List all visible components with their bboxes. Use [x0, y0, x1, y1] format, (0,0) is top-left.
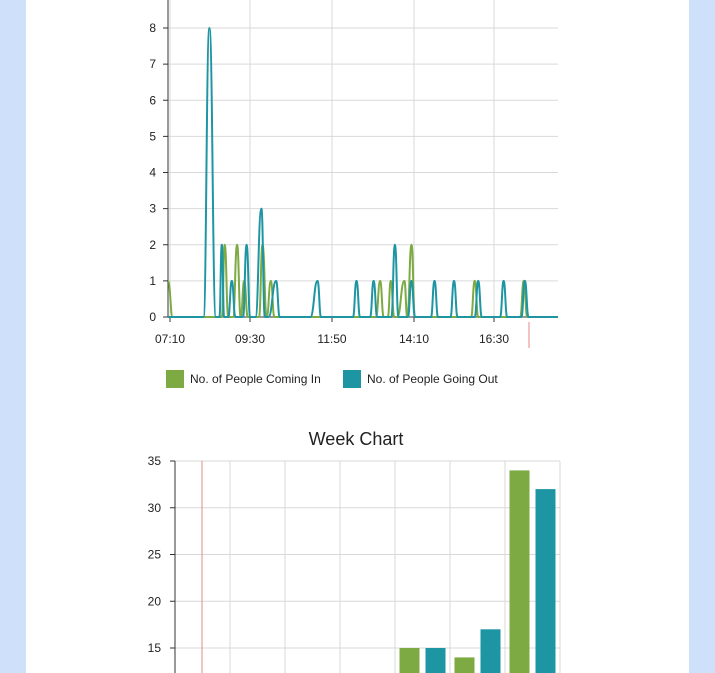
x-tick-label: 07:10 [155, 332, 185, 346]
y-tick-label: 20 [148, 594, 162, 608]
line-chart-y-ticks: 0 1 2 3 4 5 6 7 8 [149, 21, 168, 324]
y-tick-label: 15 [148, 641, 162, 655]
bar-chart-bars [399, 470, 556, 673]
y-tick-label: 6 [149, 93, 156, 107]
y-tick-label: 5 [149, 129, 156, 143]
line-chart-grid [168, 0, 558, 318]
y-tick-label: 25 [148, 548, 162, 562]
legend: No. of People Coming In No. of People Go… [166, 370, 498, 388]
chart-panel [26, 0, 689, 673]
line-chart-series [167, 27, 558, 318]
x-tick-label: 11:50 [317, 332, 346, 346]
y-tick-label: 7 [149, 57, 156, 71]
legend-swatch-coming-in[interactable] [166, 370, 184, 388]
week-bar-chart: Week Chart 15 20 25 30 35 [148, 429, 561, 673]
y-tick-label: 2 [149, 238, 156, 252]
bar-coming-in [399, 648, 420, 673]
y-tick-label: 0 [149, 310, 156, 324]
line-chart-x-ticks: 07:10 09:30 11:50 14:10 16:30 [155, 317, 509, 346]
bar-chart-grid [175, 460, 561, 673]
x-tick-label: 14:10 [399, 332, 429, 346]
y-tick-label: 1 [149, 274, 156, 288]
y-tick-label: 3 [149, 202, 156, 216]
bar-going-out [535, 489, 556, 673]
y-tick-label: 30 [148, 501, 162, 515]
y-tick-label: 4 [149, 166, 156, 180]
y-tick-label: 8 [149, 21, 156, 35]
bar-chart-y-ticks: 15 20 25 30 35 [148, 454, 175, 655]
bar-going-out [480, 629, 501, 673]
legend-swatch-going-out[interactable] [343, 370, 361, 388]
x-tick-label: 16:30 [479, 332, 509, 346]
bar-coming-in [509, 470, 530, 673]
bar-coming-in [454, 657, 475, 673]
y-tick-label: 35 [148, 454, 162, 468]
legend-label-going-out[interactable]: No. of People Going Out [367, 372, 498, 386]
week-chart-title: Week Chart [309, 429, 404, 449]
series-line-going-out [168, 27, 558, 318]
bar-going-out [425, 648, 446, 673]
x-tick-label: 09:30 [235, 332, 265, 346]
line-chart: 0 1 2 3 4 5 6 7 8 07:10 09:30 11:50 14:10 16:30 [149, 0, 558, 348]
legend-label-coming-in[interactable]: No. of People Coming In [190, 372, 321, 386]
